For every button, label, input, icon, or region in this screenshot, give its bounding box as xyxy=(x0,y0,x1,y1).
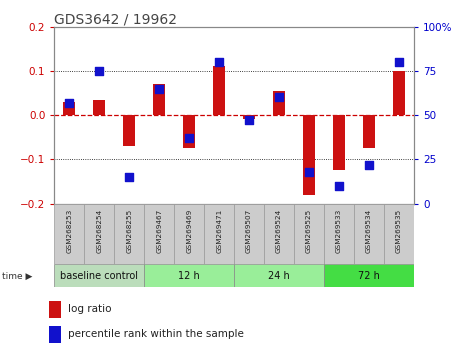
Bar xyxy=(354,204,384,264)
Text: GSM269535: GSM269535 xyxy=(396,209,402,253)
Bar xyxy=(384,204,414,264)
Text: GSM269469: GSM269469 xyxy=(186,209,192,253)
Point xyxy=(156,86,163,91)
Point xyxy=(125,174,133,180)
Point xyxy=(245,118,253,123)
Text: 12 h: 12 h xyxy=(178,271,200,281)
Text: baseline control: baseline control xyxy=(61,271,138,281)
Bar xyxy=(123,115,135,146)
Point xyxy=(185,135,193,141)
Text: GSM269533: GSM269533 xyxy=(336,209,342,253)
Bar xyxy=(54,204,84,264)
Bar xyxy=(144,204,174,264)
Text: time ▶: time ▶ xyxy=(2,272,33,280)
Bar xyxy=(234,204,264,264)
Text: GDS3642 / 19962: GDS3642 / 19962 xyxy=(54,12,177,27)
Point xyxy=(96,68,103,74)
Text: 72 h: 72 h xyxy=(358,271,380,281)
Bar xyxy=(333,115,345,170)
Bar xyxy=(363,115,375,148)
Point xyxy=(335,183,343,189)
Bar xyxy=(183,115,195,148)
Point xyxy=(365,162,373,167)
Point xyxy=(275,95,283,100)
Bar xyxy=(204,204,234,264)
Bar xyxy=(63,102,75,115)
Bar xyxy=(264,204,294,264)
Bar xyxy=(153,84,165,115)
Bar xyxy=(174,204,204,264)
Bar xyxy=(49,301,61,318)
Text: log ratio: log ratio xyxy=(68,304,112,314)
Bar xyxy=(234,264,324,287)
Bar xyxy=(213,67,225,115)
Point xyxy=(395,59,403,65)
Text: GSM268255: GSM268255 xyxy=(126,209,132,253)
Bar xyxy=(93,99,105,115)
Point xyxy=(305,169,313,175)
Bar xyxy=(393,71,405,115)
Text: GSM269467: GSM269467 xyxy=(156,209,162,253)
Text: percentile rank within the sample: percentile rank within the sample xyxy=(68,329,244,339)
Bar xyxy=(84,204,114,264)
Bar xyxy=(49,326,61,343)
Bar xyxy=(324,264,414,287)
Bar xyxy=(243,115,255,120)
Bar xyxy=(303,115,315,195)
Text: GSM268253: GSM268253 xyxy=(66,209,72,253)
Text: GSM269471: GSM269471 xyxy=(216,209,222,253)
Text: GSM269525: GSM269525 xyxy=(306,209,312,253)
Text: GSM269524: GSM269524 xyxy=(276,209,282,253)
Bar xyxy=(114,204,144,264)
Text: GSM268254: GSM268254 xyxy=(96,209,102,253)
Point xyxy=(215,59,223,65)
Text: GSM269507: GSM269507 xyxy=(246,209,252,253)
Bar xyxy=(294,204,324,264)
Bar xyxy=(273,91,285,115)
Bar xyxy=(324,204,354,264)
Point xyxy=(66,100,73,105)
Bar xyxy=(144,264,234,287)
Bar xyxy=(54,264,144,287)
Text: GSM269534: GSM269534 xyxy=(366,209,372,253)
Text: 24 h: 24 h xyxy=(268,271,290,281)
